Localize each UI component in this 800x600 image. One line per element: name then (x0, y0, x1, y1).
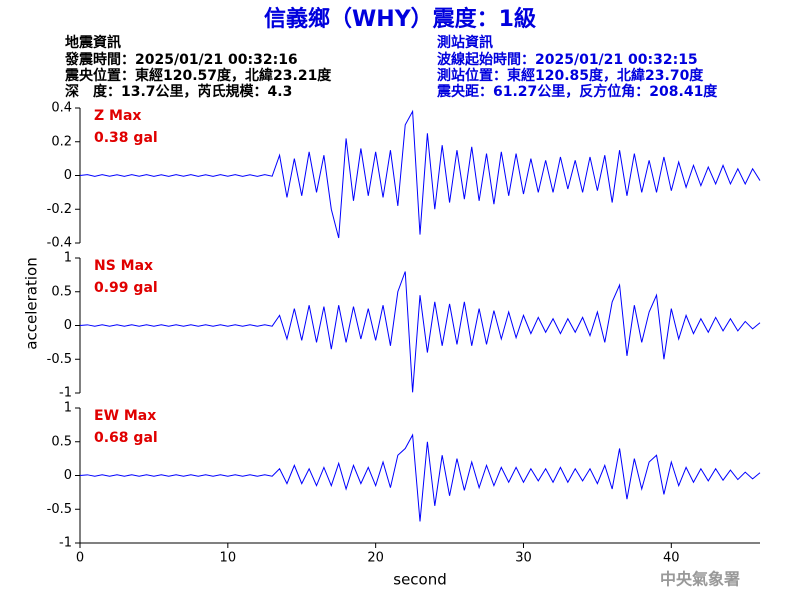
y-tick-label: -0.5 (47, 502, 72, 517)
waveform (79, 271, 761, 393)
y-tick-label: -1 (59, 536, 72, 551)
info: 測站資訊 (437, 34, 493, 51)
x-tick-label: 30 (515, 551, 532, 566)
y-tick-label: -0.4 (47, 236, 72, 251)
y-tick-label: 0.5 (51, 284, 72, 299)
title: 信義鄉（WHY）震度：1級 (264, 6, 536, 32)
annotation: Z Max (94, 108, 141, 124)
waveform (79, 109, 761, 239)
y-tick-label: -1 (59, 386, 72, 401)
info: 發震時間：2025/01/21 00:32:16 (64, 51, 298, 68)
annotation: 0.68 gal (94, 430, 158, 446)
x-tick-label: 10 (220, 551, 237, 566)
annotation: EW Max (94, 408, 156, 424)
y-tick-label: 0.2 (51, 134, 72, 149)
info: 地震資訊 (65, 34, 121, 51)
annotation: 0.99 gal (94, 280, 158, 296)
y-axis-label: acceleration (23, 257, 41, 349)
waveform (79, 433, 761, 522)
x-axis-label: second (393, 571, 447, 589)
y-tick-label: 0 (64, 468, 72, 483)
info: 波線起始時間：2025/01/21 00:32:15 (437, 51, 698, 68)
watermark: 中央氣象署 (660, 570, 740, 589)
info: 測站位置：東經120.85度，北緯23.70度 (437, 67, 704, 84)
y-tick-label: -0.5 (47, 352, 72, 367)
y-tick-label: 0 (64, 318, 72, 333)
x-tick-label: 0 (76, 551, 84, 566)
x-tick-label: 40 (663, 551, 680, 566)
info: 震央距：61.27公里，反方位角：208.41度 (436, 83, 718, 100)
y-tick-label: -0.2 (47, 202, 72, 217)
annotation: 0.38 gal (94, 130, 158, 146)
y-tick-label: 0.5 (51, 434, 72, 449)
y-tick-label: 1 (64, 251, 72, 266)
annotation: NS Max (94, 258, 153, 274)
y-tick-label: 0 (64, 168, 72, 183)
info: 深 度：13.7公里，芮氏規模：4.3 (65, 83, 292, 100)
y-tick-label: 0.4 (51, 101, 72, 116)
info: 震央位置：東經120.57度，北緯23.21度 (64, 67, 332, 84)
x-tick-label: 20 (367, 551, 384, 566)
y-tick-label: 1 (64, 401, 72, 416)
